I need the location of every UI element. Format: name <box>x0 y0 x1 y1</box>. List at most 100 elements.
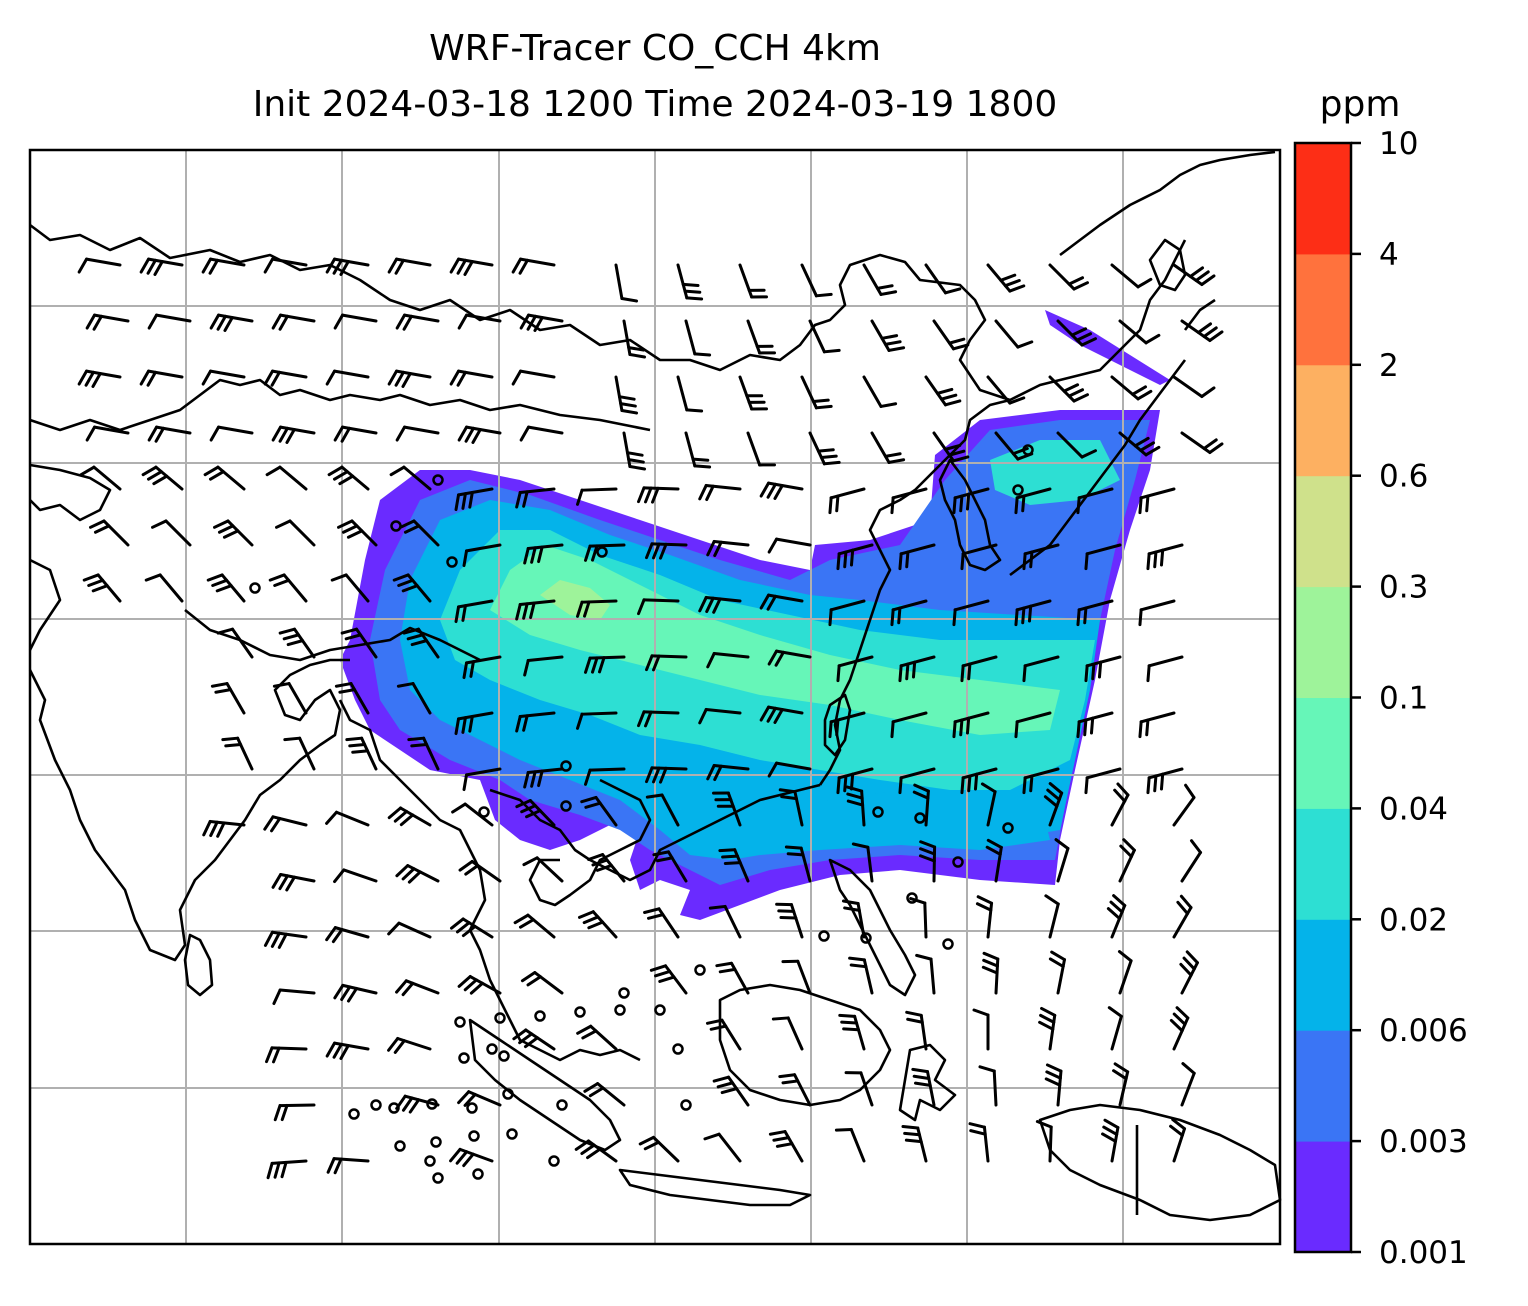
wind-barb <box>708 904 742 939</box>
map-frame <box>28 148 1282 1246</box>
wind-barb <box>1076 599 1114 627</box>
wind-barb <box>836 767 874 795</box>
wind-barb <box>141 465 184 491</box>
wind-barb <box>637 710 680 728</box>
calm-wind-marker <box>872 806 884 818</box>
wind-barb <box>698 595 742 614</box>
wind-barb <box>345 736 378 771</box>
wind-barb <box>512 1028 556 1051</box>
wind-barb <box>330 573 370 603</box>
wind-barb <box>462 543 502 568</box>
calm-wind-marker <box>486 1043 498 1055</box>
wind-barb <box>778 788 804 827</box>
wind-barb <box>1076 487 1114 515</box>
calm-wind-marker <box>574 1006 586 1018</box>
wind-barb <box>986 375 1026 405</box>
colorbar-unit-label: ppm <box>1319 84 1401 125</box>
coast-sri-lanka <box>183 933 214 997</box>
border-nepal <box>184 608 481 662</box>
wind-barb <box>645 766 688 784</box>
wind-barb <box>272 682 308 715</box>
wind-barb <box>836 655 874 683</box>
wind-barb <box>890 711 928 739</box>
calm-wind-marker <box>249 582 261 594</box>
wind-barb <box>515 799 556 827</box>
colorbar-tick-label: 0.003 <box>1379 1124 1468 1160</box>
wind-barb <box>325 257 370 276</box>
calm-wind-marker <box>596 546 608 558</box>
wind-barb <box>271 873 316 892</box>
wind-barb <box>209 425 254 442</box>
wind-barb <box>519 313 564 332</box>
wind-barb <box>645 542 688 560</box>
wind-barb <box>85 313 130 331</box>
wind-barb <box>643 907 680 939</box>
wind-barb <box>523 655 564 677</box>
calm-wind-marker <box>388 1102 400 1114</box>
wind-barb <box>836 543 874 571</box>
wind-barb <box>201 369 246 386</box>
calm-wind-marker <box>446 556 458 568</box>
wind-barb <box>637 486 680 504</box>
wind-barb <box>395 425 440 442</box>
wind-barb <box>898 543 936 571</box>
wind-barb <box>515 487 556 509</box>
wind-barb <box>520 971 564 995</box>
wind-barb <box>1180 1062 1196 1107</box>
wind-barb <box>767 537 812 554</box>
wind-barb <box>898 655 936 683</box>
wind-barb <box>901 1125 928 1163</box>
wind-barb <box>746 431 776 467</box>
wind-barb <box>932 431 970 463</box>
calm-wind-marker <box>534 1010 546 1022</box>
wind-barb <box>1138 599 1176 627</box>
coast-korea <box>938 458 1002 572</box>
wind-barb <box>848 956 874 995</box>
colorbar-tick-label: 0.6 <box>1379 459 1428 495</box>
calm-wind-marker <box>614 1004 626 1016</box>
wind-barb <box>451 802 494 827</box>
calm-wind-marker <box>498 1050 510 1062</box>
wind-barb <box>911 1067 936 1107</box>
wind-barb <box>738 375 768 411</box>
wind-barb <box>698 483 742 502</box>
wind-barb <box>759 593 804 611</box>
wind-barb <box>851 842 874 883</box>
wind-barb <box>715 961 750 995</box>
wind-barb <box>1172 783 1196 827</box>
calm-wind-marker <box>370 1099 382 1111</box>
wind-barb <box>909 897 928 939</box>
wind-barb <box>1014 599 1052 627</box>
calm-wind-marker <box>654 1004 666 1016</box>
wind-barb <box>523 543 564 565</box>
wind-barb <box>980 782 997 827</box>
wind-barb <box>201 257 246 275</box>
coast-india <box>28 558 350 962</box>
coast-borneo <box>718 983 892 1107</box>
colorbar-tick-label: 4 <box>1379 237 1399 273</box>
wind-barb <box>1022 655 1060 683</box>
wind-barb <box>576 711 618 730</box>
wind-barb <box>738 263 768 299</box>
wind-barb <box>994 319 1034 349</box>
wind-barb <box>718 848 750 883</box>
wind-barb <box>396 682 432 715</box>
wind-barb <box>77 369 122 388</box>
calm-wind-marker <box>432 474 444 486</box>
wind-barb <box>89 519 130 547</box>
wind-barb <box>576 487 618 506</box>
wind-barb <box>614 375 639 415</box>
wind-barb <box>1138 711 1176 739</box>
wind-barb <box>706 763 750 782</box>
wind-barb <box>800 263 833 298</box>
wind-barb <box>77 257 122 274</box>
wind-barb <box>278 627 316 659</box>
wind-barb <box>1169 1006 1190 1051</box>
calm-wind-marker <box>466 1102 478 1114</box>
coast-sulawesi <box>898 1043 957 1122</box>
wind-barb <box>457 1090 502 1107</box>
colorbar-segment <box>1295 586 1351 698</box>
wind-barb <box>862 375 898 408</box>
calm-wind-marker <box>1022 444 1034 456</box>
wind-barb <box>457 313 502 330</box>
